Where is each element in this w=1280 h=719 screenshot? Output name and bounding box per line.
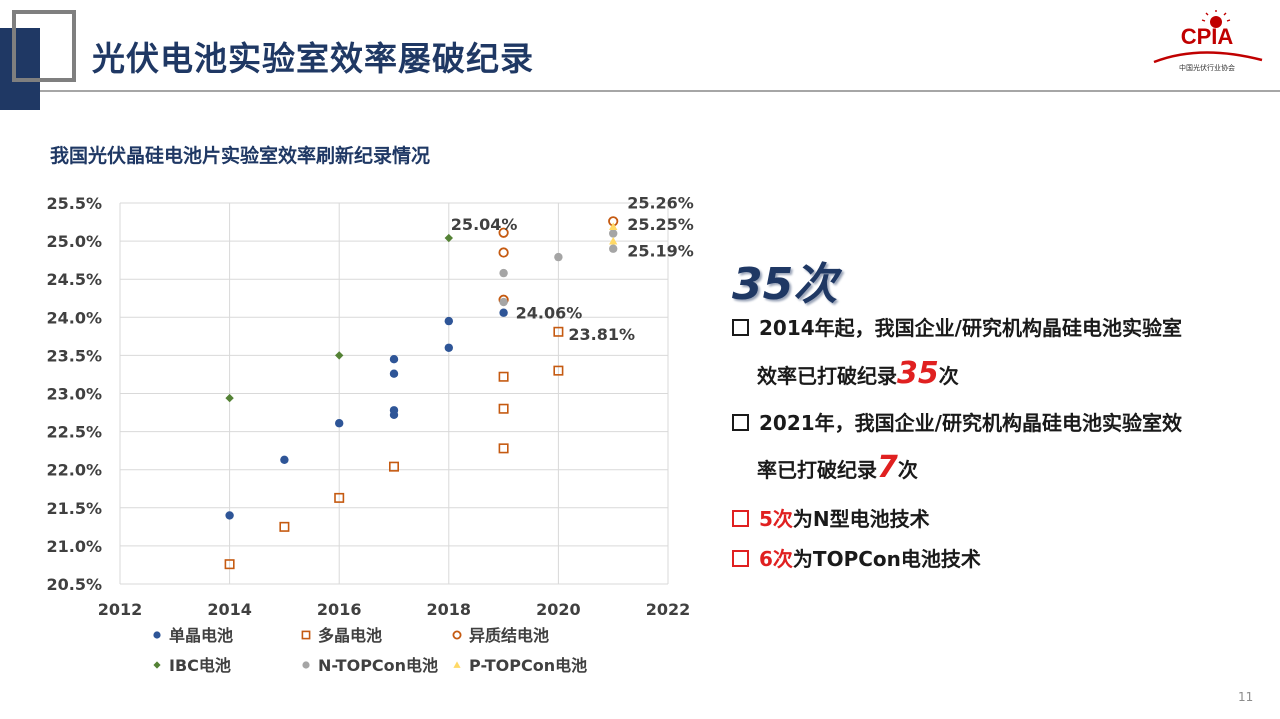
- data-point: [444, 343, 453, 352]
- bullet-2021-cont: 率已打破纪录7次: [757, 450, 918, 485]
- legend-label: IBC电池: [169, 656, 231, 675]
- data-point: [609, 222, 618, 230]
- bullet-since-2014-cont: 效率已打破纪录35次: [757, 356, 959, 391]
- bullet-text: 效率已打破纪录: [757, 364, 897, 388]
- legend-marker: [453, 661, 461, 668]
- legend-marker: [153, 631, 161, 639]
- y-tick-label: 21.5%: [46, 499, 102, 518]
- corner-frame: [12, 10, 76, 82]
- chart-title: 我国光伏晶硅电池片实验室效率刷新纪录情况: [50, 145, 431, 167]
- logo-swoosh-icon: [1153, 51, 1263, 64]
- data-point: [554, 252, 563, 262]
- x-tick-label: 2020: [536, 600, 581, 619]
- data-point: [553, 365, 564, 376]
- data-point: [609, 244, 618, 253]
- data-point: [335, 419, 344, 428]
- bullet-topcon: 6次为TOPCon电池技术: [732, 543, 981, 572]
- legend-marker: [301, 630, 311, 640]
- data-label: 23.81%: [568, 325, 635, 344]
- data-point: [389, 355, 399, 364]
- legend-label: N-TOPCon电池: [318, 656, 438, 675]
- data-point: [499, 268, 508, 278]
- cpia-logo: CPIA 中国光伏行业协会: [1153, 10, 1263, 72]
- x-tick-label: 2012: [98, 600, 143, 619]
- logo-sun-icon: [1201, 10, 1231, 28]
- record-number-35: 35: [897, 356, 939, 391]
- y-tick-label: 25.0%: [46, 232, 102, 251]
- x-tick-label: 2016: [317, 600, 362, 619]
- x-tick-label: 2014: [207, 600, 252, 619]
- efficiency-scatter-chart: 20.5% 21.0% 21.5% 22.0% 22.5% 23.0% 23.5% 24.0%…: [46, 193, 694, 675]
- record-number-7: 7: [877, 450, 898, 485]
- y-tick-label: 21.0%: [46, 537, 102, 556]
- bullet-red-text: 6次: [759, 547, 793, 571]
- bullet-text: 2014年起，我国企业/研究机构晶硅电池实验室: [759, 316, 1182, 340]
- legend-label: P-TOPCon电池: [469, 656, 587, 675]
- bullet-text: 次: [938, 364, 959, 388]
- checkbox-icon: [732, 550, 749, 567]
- data-point: [498, 371, 509, 382]
- page-number: 11: [1238, 690, 1254, 704]
- checkbox-icon: [732, 510, 749, 527]
- data-point: [498, 227, 509, 238]
- corner-block: [0, 28, 40, 110]
- data-point: [499, 297, 508, 307]
- data-point: [224, 559, 235, 570]
- data-label: 25.25%: [627, 215, 694, 234]
- legend-label: 异质结电池: [469, 626, 549, 645]
- data-label: 25.04%: [451, 215, 518, 234]
- data-point: [499, 308, 508, 317]
- logo-subtitle: 中国光伏行业协会: [1179, 63, 1235, 72]
- x-tick-label: 2022: [646, 600, 691, 619]
- y-tick-label: 20.5%: [46, 575, 102, 594]
- legend-marker: [153, 661, 161, 669]
- data-point: [335, 351, 344, 360]
- record-count-highlight: 35次: [732, 259, 838, 310]
- data-point: [279, 521, 290, 532]
- bullet-2021: 2021年，我国企业/研究机构晶硅电池实验室效: [732, 407, 1182, 436]
- data-point: [609, 236, 618, 245]
- checkbox-icon: [732, 414, 749, 431]
- y-tick-label: 23.0%: [46, 385, 102, 404]
- y-tick-label: 24.0%: [46, 308, 102, 327]
- bullet-text: 为TOPCon电池技术: [792, 547, 981, 571]
- data-point: [498, 247, 509, 258]
- data-point: [334, 492, 345, 503]
- data-point: [225, 511, 234, 520]
- bullet-text: 率已打破纪录: [757, 458, 877, 482]
- data-point: [280, 455, 289, 464]
- y-tick-label: 23.5%: [46, 346, 102, 365]
- data-point: [389, 406, 399, 415]
- page-title: 光伏电池实验室效率屡破纪录: [92, 39, 534, 78]
- data-point: [388, 461, 399, 472]
- bullet-text: 为N型电池技术: [792, 507, 930, 531]
- data-label: 25.26%: [627, 193, 694, 212]
- bullet-text: 次: [897, 458, 918, 482]
- legend-label: 多晶电池: [318, 626, 382, 645]
- x-tick-label: 2018: [427, 600, 472, 619]
- logo-text: CPIA: [1181, 24, 1234, 49]
- title-divider: [40, 90, 1280, 92]
- data-point: [225, 393, 234, 403]
- data-label: 24.06%: [516, 304, 583, 323]
- legend-marker: [452, 630, 462, 640]
- bullet-text: 2021年，我国企业/研究机构晶硅电池实验室效: [759, 411, 1182, 435]
- data-point: [553, 326, 564, 337]
- data-point: [498, 403, 509, 414]
- bullet-red-text: 5次: [759, 507, 793, 531]
- y-tick-label: 25.5%: [46, 194, 102, 213]
- bullet-since-2014: 2014年起，我国企业/研究机构晶硅电池实验室: [732, 312, 1182, 341]
- data-point: [389, 369, 399, 378]
- data-point: [609, 229, 618, 238]
- legend-marker: [302, 661, 310, 669]
- data-point: [498, 443, 509, 454]
- legend-label: 单晶电池: [169, 626, 233, 645]
- y-tick-label: 22.0%: [46, 461, 102, 480]
- y-tick-label: 24.5%: [46, 270, 102, 289]
- checkbox-icon: [732, 319, 749, 336]
- y-tick-label: 22.5%: [46, 423, 102, 442]
- data-point: [444, 316, 453, 326]
- data-label: 25.19%: [627, 242, 694, 261]
- bullet-n-type: 5次为N型电池技术: [732, 503, 930, 532]
